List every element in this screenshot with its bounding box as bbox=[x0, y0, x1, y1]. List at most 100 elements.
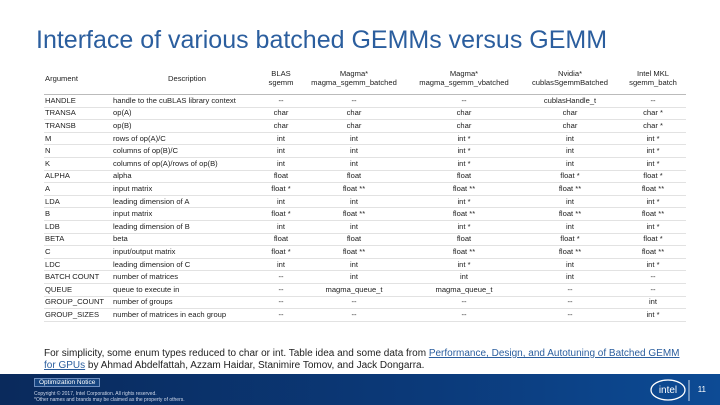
type-cell: -- bbox=[300, 94, 408, 108]
note-text: For simplicity, some enum types reduced … bbox=[44, 348, 429, 359]
type-cell: int * bbox=[408, 144, 520, 158]
argument-cell: M bbox=[44, 132, 112, 146]
argument-cell: A bbox=[44, 182, 112, 196]
type-cell: -- bbox=[620, 94, 686, 108]
comparison-table: Argument Description BLAS sgemm Magma* magm… bbox=[44, 62, 686, 322]
type-cell: float ** bbox=[300, 182, 408, 196]
page-number: 11 bbox=[697, 385, 706, 394]
optimization-notice[interactable]: Optimization Notice bbox=[34, 378, 101, 387]
argument-cell: LDC bbox=[44, 258, 112, 272]
type-cell: float ** bbox=[408, 182, 520, 196]
header-row: Argument Description BLAS sgemm Magma* magm… bbox=[44, 62, 686, 95]
type-cell: -- bbox=[262, 283, 300, 297]
type-cell: char * bbox=[620, 119, 686, 133]
description-cell: columns of op(A)/rows of op(B) bbox=[112, 157, 262, 171]
type-cell: float * bbox=[520, 170, 620, 184]
type-cell: -- bbox=[262, 296, 300, 310]
type-cell: int bbox=[262, 144, 300, 158]
type-cell: float * bbox=[520, 233, 620, 247]
table-row: QUEUE queue to execute in -- magma_queue_t m… bbox=[44, 283, 686, 297]
type-cell: -- bbox=[408, 94, 520, 108]
description-cell: input matrix bbox=[112, 182, 262, 196]
type-cell: float bbox=[262, 170, 300, 184]
type-cell: int * bbox=[620, 132, 686, 146]
type-cell: int bbox=[520, 220, 620, 234]
argument-cell: BATCH COUNT bbox=[44, 270, 112, 284]
type-cell: int bbox=[300, 195, 408, 209]
argument-cell: GROUP_COUNT bbox=[44, 296, 112, 310]
type-cell: int * bbox=[620, 195, 686, 209]
argument-cell: ALPHA bbox=[44, 170, 112, 184]
argument-cell: QUEUE bbox=[44, 283, 112, 297]
type-cell: char bbox=[300, 119, 408, 133]
type-cell: -- bbox=[408, 296, 520, 310]
type-cell: magma_queue_t bbox=[408, 283, 520, 297]
type-cell: char bbox=[408, 119, 520, 133]
copyright: Copyright © 2017, Intel Corporation. All… bbox=[34, 391, 157, 397]
type-cell: float * bbox=[620, 233, 686, 247]
type-cell: float bbox=[408, 233, 520, 247]
type-cell: float ** bbox=[520, 207, 620, 221]
table-row: HANDLE handle to the cuBLAS library conte… bbox=[44, 94, 686, 108]
type-cell: char bbox=[262, 107, 300, 121]
description-cell: alpha bbox=[112, 170, 262, 184]
type-cell: float ** bbox=[408, 207, 520, 221]
type-cell: int bbox=[408, 270, 520, 284]
table-body: HANDLE handle to the cuBLAS library conte… bbox=[44, 94, 686, 322]
column-header: Description bbox=[112, 62, 262, 95]
type-cell: -- bbox=[520, 283, 620, 297]
column-header: BLAS sgemm bbox=[262, 62, 300, 95]
type-cell: -- bbox=[520, 296, 620, 310]
description-cell: op(B) bbox=[112, 119, 262, 133]
type-cell: -- bbox=[262, 308, 300, 322]
type-cell: float ** bbox=[300, 245, 408, 259]
type-cell: int bbox=[520, 195, 620, 209]
description-cell: input/output matrix bbox=[112, 245, 262, 259]
logo-text: intel bbox=[659, 385, 677, 396]
argument-cell: K bbox=[44, 157, 112, 171]
type-cell: char * bbox=[620, 107, 686, 121]
type-cell: int bbox=[520, 258, 620, 272]
type-cell: char bbox=[408, 107, 520, 121]
argument-cell: TRANSA bbox=[44, 107, 112, 121]
logo-swoosh bbox=[650, 379, 686, 401]
type-cell: -- bbox=[408, 308, 520, 322]
column-header: Argument bbox=[44, 62, 112, 95]
type-cell: float * bbox=[262, 207, 300, 221]
type-cell: float * bbox=[262, 245, 300, 259]
type-cell: int bbox=[300, 144, 408, 158]
type-cell: int bbox=[300, 258, 408, 272]
type-cell: int bbox=[520, 132, 620, 146]
description-cell: rows of op(A)/C bbox=[112, 132, 262, 146]
type-cell: int * bbox=[620, 258, 686, 272]
argument-cell: LDA bbox=[44, 195, 112, 209]
type-cell: int bbox=[520, 144, 620, 158]
type-cell: int bbox=[262, 258, 300, 272]
type-cell: int * bbox=[408, 258, 520, 272]
column-header: Intel MKL sgemm_batch bbox=[620, 62, 686, 95]
description-cell: handle to the cuBLAS library context bbox=[112, 94, 262, 108]
type-cell: float * bbox=[620, 170, 686, 184]
description-cell: number of groups bbox=[112, 296, 262, 310]
type-cell: int * bbox=[620, 144, 686, 158]
reference-link[interactable]: Performance, Design, and Autotuning of B… bbox=[44, 348, 680, 371]
description-cell: leading dimension of C bbox=[112, 258, 262, 272]
type-cell: int * bbox=[408, 195, 520, 209]
table-row: BETA beta float float float float * float * bbox=[44, 233, 686, 247]
type-cell: int bbox=[620, 296, 686, 310]
table-row: BATCH COUNT number of matrices -- int int int… bbox=[44, 270, 686, 284]
argument-cell: B bbox=[44, 207, 112, 221]
table-row: GROUP_SIZES number of matrices in each gr… bbox=[44, 308, 686, 322]
table-row: GROUP_COUNT number of groups -- -- -- -- int bbox=[44, 296, 686, 310]
type-cell: char bbox=[300, 107, 408, 121]
type-cell: int bbox=[300, 270, 408, 284]
type-cell: float ** bbox=[300, 207, 408, 221]
argument-cell: LDB bbox=[44, 220, 112, 234]
type-cell: int * bbox=[620, 220, 686, 234]
